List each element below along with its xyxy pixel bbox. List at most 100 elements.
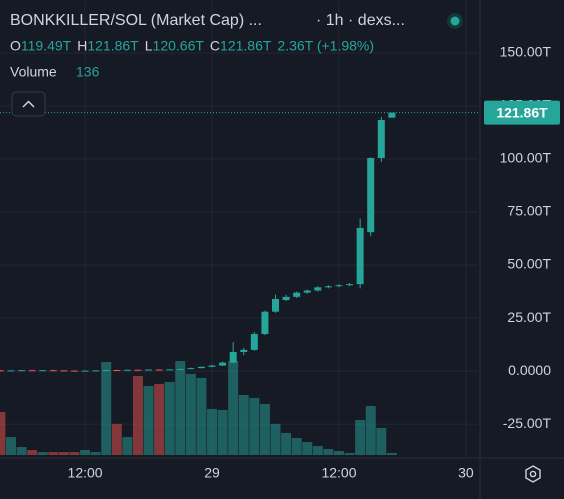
candle-body: [145, 369, 153, 371]
candle-body: [60, 370, 68, 372]
volume-bar: [164, 382, 175, 455]
volume-bar: [249, 397, 260, 455]
ohlc-key: O: [10, 38, 21, 54]
ohlc-key: L: [145, 38, 153, 54]
volume-bar: [312, 446, 323, 455]
candle-body: [346, 284, 354, 286]
candle-body: [356, 227, 364, 285]
status-dot: [450, 16, 460, 26]
volume-bar: [154, 383, 165, 455]
candle-body: [240, 349, 248, 352]
candle-body: [134, 369, 142, 371]
volume-bar: [37, 452, 48, 455]
settings-icon[interactable]: [525, 465, 541, 483]
volume-bar: [122, 437, 133, 455]
change: 2.36T (+1.98%): [277, 38, 374, 54]
candle-body: [39, 370, 47, 372]
volume-bar: [302, 442, 313, 455]
y-tick-label: -25.00T: [503, 415, 552, 431]
candle-body: [367, 157, 375, 233]
volume-bar: [333, 451, 344, 455]
candle-body: [18, 370, 26, 372]
collapse-icon: [22, 100, 35, 108]
volume-bar: [132, 375, 143, 455]
gear-outline: [525, 465, 541, 483]
x-tick-label: 29: [204, 465, 220, 481]
candle-body: [70, 370, 78, 372]
volume-bar: [207, 408, 218, 455]
ohlc-value: 119.49T: [21, 38, 72, 54]
volume-bar: [365, 406, 376, 455]
volume-bar: [175, 360, 186, 455]
ohlc-value: 120.66T: [153, 38, 205, 54]
candle-body: [282, 296, 290, 301]
volume-bar: [196, 377, 207, 455]
candles: [0, 112, 478, 372]
volume-bar: [270, 423, 281, 455]
volume-bar: [143, 385, 154, 455]
gear-hole: [529, 470, 537, 478]
volume-bar: [238, 394, 249, 455]
y-tick-label: 150.00T: [500, 44, 552, 60]
candle-body: [377, 120, 385, 158]
volume-value: 136: [76, 64, 100, 80]
volume-bar: [291, 437, 302, 455]
volume-bar: [228, 360, 239, 455]
candle-body: [229, 351, 237, 363]
candle-body: [197, 366, 205, 369]
volume-bar: [386, 452, 397, 455]
candle-body: [272, 298, 280, 312]
candle-body: [208, 365, 216, 367]
volume-bar: [90, 452, 101, 455]
y-tick-label: 75.00T: [507, 203, 551, 219]
collapse-button[interactable]: [11, 91, 46, 117]
candle-body: [335, 285, 343, 287]
interval: · 1h · dexs...: [316, 12, 405, 29]
volume-bar: [281, 432, 292, 455]
volume-bar: [185, 373, 196, 455]
volume-bar: [344, 452, 355, 455]
last-price-label: 121.86T: [496, 104, 548, 120]
candle-body: [92, 370, 100, 372]
candle-body: [324, 286, 332, 288]
candle-body: [303, 290, 311, 293]
candle-body: [261, 311, 269, 334]
volume-bar: [6, 437, 17, 455]
y-tick-label: 100.00T: [500, 150, 552, 166]
volume-bar: [58, 452, 69, 455]
volume-label: Volume: [10, 64, 57, 80]
volume-bar: [80, 449, 91, 455]
volume-bar: [323, 448, 334, 455]
last-price-tag: [484, 100, 560, 125]
candle-body: [293, 292, 301, 297]
candle-body: [219, 362, 227, 366]
volume-bar: [16, 447, 27, 455]
candle-body: [250, 333, 258, 350]
volume-bar: [111, 423, 122, 455]
candle-body: [187, 368, 195, 370]
candle-body: [155, 369, 163, 371]
candle-body: [7, 370, 15, 372]
y-tick-label: 25.00T: [507, 309, 551, 325]
x-tick-label: 12:00: [321, 465, 356, 481]
volume-bar: [376, 427, 387, 455]
candle-body: [176, 368, 184, 370]
candle-body: [388, 112, 396, 118]
candle-body: [166, 369, 174, 371]
candle-body: [28, 370, 36, 372]
volume-bar: [69, 452, 80, 455]
candle-body: [49, 370, 57, 372]
volume-bar: [48, 452, 59, 455]
legend: BONKKILLER/SOL (Market Cap) ... · 1h · d…: [10, 12, 463, 117]
volume-bar: [0, 412, 6, 455]
ohlc-key: C: [210, 38, 220, 54]
ohlc-value: 121.86T: [87, 38, 139, 54]
volume-bar: [355, 419, 366, 455]
candle-body: [81, 370, 89, 372]
y-tick-label: 0.0000: [508, 362, 551, 378]
x-tick-label: 30: [458, 465, 474, 481]
candle-body: [0, 370, 4, 372]
volume-bars: [0, 360, 397, 455]
